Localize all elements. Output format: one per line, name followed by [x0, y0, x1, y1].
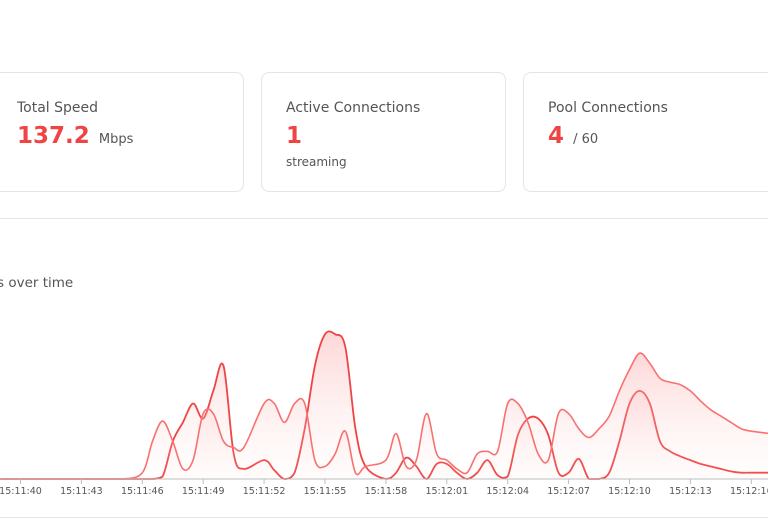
active-connections-value: 1 — [286, 123, 303, 149]
bottom-border — [0, 517, 768, 518]
active-connections-card: Active Connections 1 streaming — [261, 72, 506, 192]
active-connections-sub: streaming — [286, 155, 347, 169]
pool-connections-label: Pool Connections — [548, 100, 668, 116]
series-1-line — [0, 352, 768, 480]
x-tick-label: 15:11:52 — [243, 486, 286, 497]
series-1-area — [0, 353, 768, 479]
pool-connections-value-row: 4 / 60 — [548, 123, 598, 149]
x-tick-label: 15:12:10 — [608, 486, 651, 497]
series-0-area — [0, 331, 768, 479]
x-tick-label: 15:11:43 — [60, 486, 103, 497]
pool-connections-card: Pool Connections 4 / 60 — [523, 72, 768, 192]
x-tick-label: 15:12:07 — [547, 486, 590, 497]
x-tick-label: 15:11:58 — [365, 486, 408, 497]
total-speed-card: Total Speed 137.2 Mbps — [0, 72, 244, 192]
x-tick-label: 15:11:40 — [0, 486, 42, 497]
x-tick-label: 15:11:46 — [121, 486, 164, 497]
x-tick-label: 15:12:01 — [425, 486, 468, 497]
total-speed-label: Total Speed — [17, 100, 99, 116]
total-speed-unit: Mbps — [98, 132, 134, 147]
speed-chart: 15:11:40 15:11:43 15:11:46 15:11:49 15:11:52… — [0, 330, 768, 497]
total-speed-value: 137.2 — [17, 123, 90, 149]
pool-connections-value: 4 — [548, 123, 565, 149]
x-tick-label: 15:12:16 — [730, 486, 768, 497]
x-tick-label: 15:12:13 — [669, 486, 712, 497]
x-tick-label: 15:11:55 — [304, 486, 347, 497]
total-speed-value-row: 137.2 Mbps — [17, 123, 133, 149]
active-connections-label: Active Connections — [286, 100, 421, 116]
section-divider — [0, 218, 768, 219]
chart-title: s over time — [0, 275, 74, 291]
pool-connections-max: / 60 — [573, 132, 599, 147]
x-tick-label: 15:11:49 — [182, 486, 225, 497]
x-tick-label: 15:12:04 — [486, 486, 529, 497]
active-connections-value-row: 1 — [286, 123, 302, 149]
